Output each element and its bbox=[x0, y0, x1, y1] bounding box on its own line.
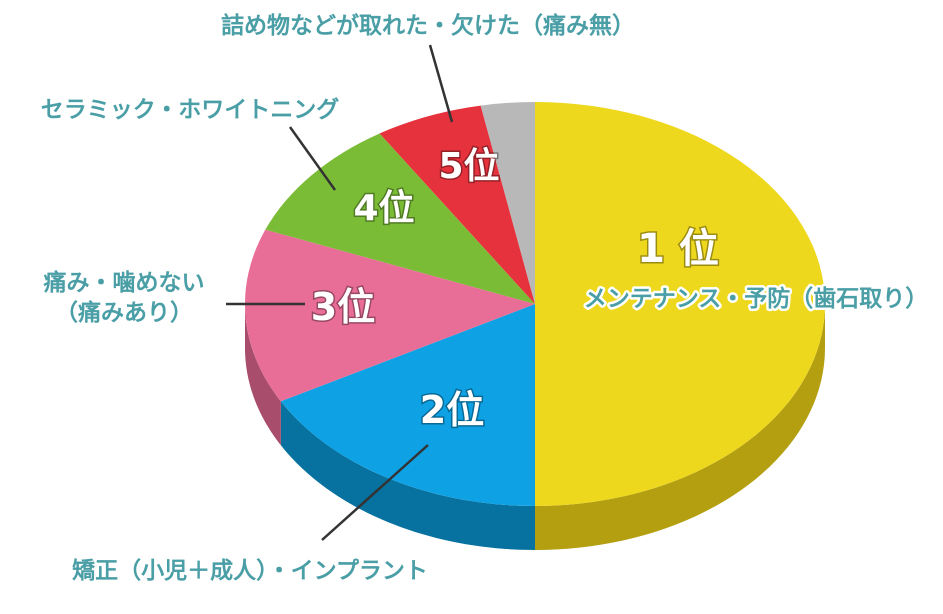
pie-slice-6 bbox=[480, 102, 535, 304]
category-label-4: セラミック・ホワイトニング bbox=[41, 96, 340, 123]
category-label-5: 詰め物などが取れた・欠けた（痛み無） bbox=[221, 12, 635, 39]
pie-slice-1 bbox=[535, 102, 825, 506]
pie-slice-5 bbox=[379, 105, 535, 304]
pie-slice-2 bbox=[280, 304, 535, 506]
leader-line-layer bbox=[226, 44, 454, 541]
leader-line-5 bbox=[428, 44, 454, 123]
slice-rank-5: 5位 bbox=[438, 146, 499, 187]
pie-slice-side-3 bbox=[245, 304, 281, 446]
pie-slice-4 bbox=[265, 133, 535, 304]
pie-slice-side-1 bbox=[535, 304, 825, 550]
category-label-2: 矯正（小児＋成人）・インプラント bbox=[72, 557, 428, 584]
pie-slice-side-2 bbox=[280, 401, 535, 550]
slice-rank-1: 1 位 bbox=[637, 226, 719, 272]
category-label-1: メンテナンス・予防（歯石取り） bbox=[584, 285, 929, 312]
slice-rank-3: 3位 bbox=[311, 285, 375, 329]
slice-rank-2: 2位 bbox=[420, 388, 484, 432]
leader-line-4 bbox=[288, 126, 337, 191]
slice-rank-4: 4位 bbox=[353, 188, 414, 229]
pie-slice-3 bbox=[244, 229, 535, 402]
leader-line-2 bbox=[321, 444, 429, 541]
pie-top-layer bbox=[244, 102, 825, 506]
category-label-3-line-2: （痛みあり） bbox=[55, 299, 193, 326]
category-label-3-line-1: 痛み・噛めない bbox=[44, 269, 205, 296]
pie-side-layer bbox=[245, 304, 825, 550]
